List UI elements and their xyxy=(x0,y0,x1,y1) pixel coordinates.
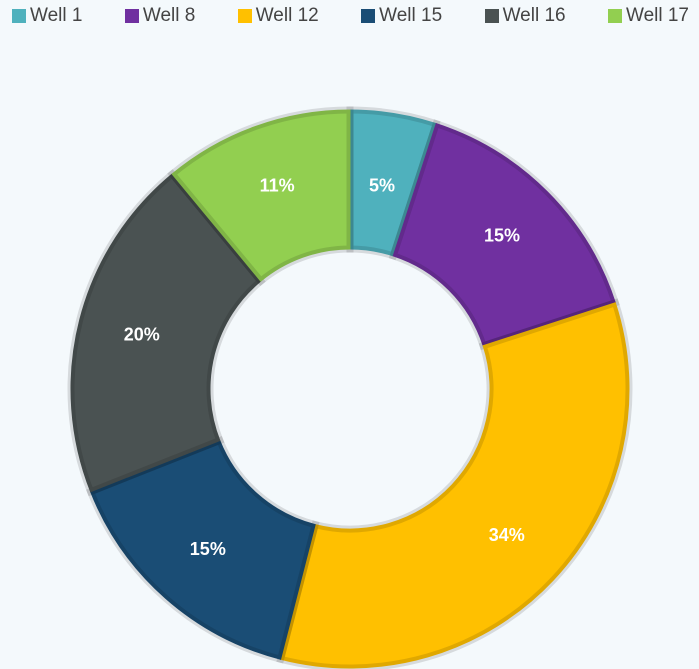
legend-label: Well 16 xyxy=(502,5,566,26)
segment-edge xyxy=(276,298,633,669)
data-label: 15% xyxy=(190,539,226,559)
segment-edge xyxy=(86,435,320,664)
data-label: 5% xyxy=(369,175,395,195)
legend-swatch xyxy=(607,9,622,23)
segment-edge xyxy=(167,106,354,287)
legend-label: Well 1 xyxy=(30,5,83,26)
data-label: 34% xyxy=(489,525,525,545)
donut-segment xyxy=(392,123,616,347)
legend-item: Well 8 xyxy=(124,5,196,27)
donut-segment xyxy=(280,302,630,669)
legend-item: Well 15 xyxy=(361,5,442,27)
data-label: 20% xyxy=(124,324,160,344)
legend-swatch xyxy=(484,9,499,23)
legend-label: Well 12 xyxy=(255,5,319,26)
legend: Well 1 Well 8 Well 12 Well 15 Well 16 Well 17 xyxy=(0,5,699,27)
data-label: 11% xyxy=(260,175,295,195)
legend-swatch xyxy=(237,9,252,23)
data-label: 15% xyxy=(484,226,520,246)
legend-swatch xyxy=(124,9,139,23)
legend-swatch xyxy=(361,9,376,23)
legend-item: Well 1 xyxy=(12,5,82,27)
segment-edge xyxy=(388,119,620,351)
legend-label: Well 8 xyxy=(142,5,196,26)
legend-label: Well 15 xyxy=(379,5,443,26)
donut-segment xyxy=(89,439,316,660)
segment-edge xyxy=(67,169,266,497)
legend-item: Well 16 xyxy=(484,5,566,27)
legend-item: Well 17 xyxy=(607,5,689,27)
legend-label: Well 17 xyxy=(625,5,689,26)
legend-item: Well 12 xyxy=(237,5,319,27)
donut-segment xyxy=(171,109,351,282)
donut-segment xyxy=(70,173,262,493)
legend-swatch xyxy=(12,9,26,23)
